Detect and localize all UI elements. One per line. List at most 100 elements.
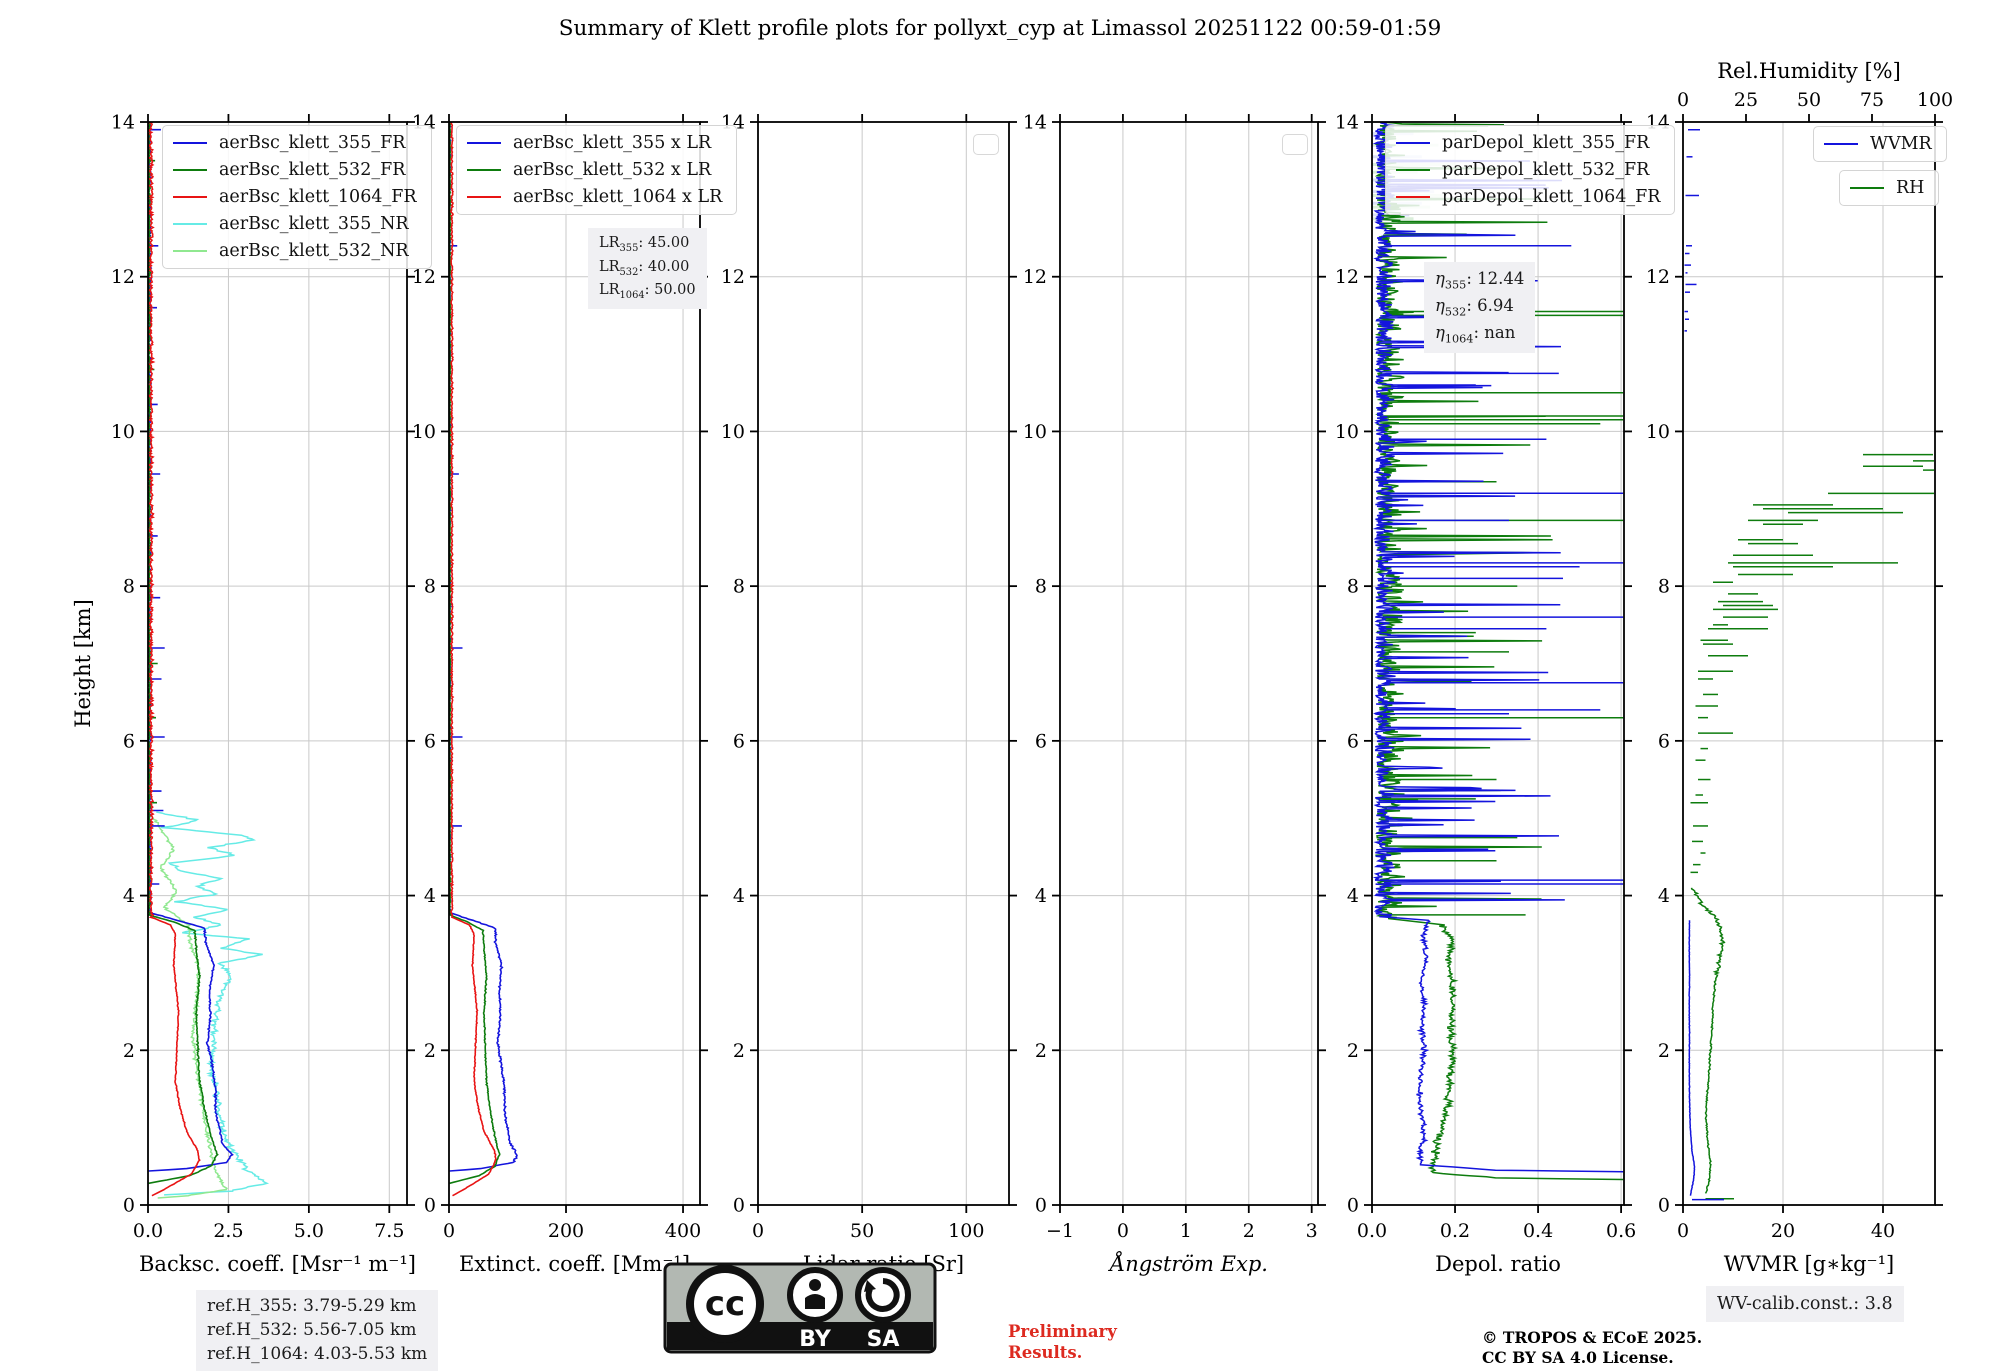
annotation-line: LR532: 40.00 xyxy=(599,258,690,278)
ref-h-532: ref.H_532: 5.56-7.05 km xyxy=(207,1319,417,1340)
svg-text:50: 50 xyxy=(850,1220,874,1242)
svg-text:2: 2 xyxy=(424,1040,436,1062)
svg-text:6: 6 xyxy=(424,730,436,752)
svg-text:12: 12 xyxy=(1646,266,1670,288)
series-group xyxy=(449,122,518,1197)
svg-text:8: 8 xyxy=(1035,576,1047,598)
panel-backscatter: 0.0 2.5 5.0 7.5 0 2 4 6 8 10 12 14 Backsc. coeff. [M… xyxy=(71,112,416,1277)
cc-by-sa-badge: cc BY SA xyxy=(663,1262,937,1358)
svg-text:12: 12 xyxy=(721,266,745,288)
svg-text:20: 20 xyxy=(1771,1220,1795,1242)
share-alike-icon xyxy=(855,1267,911,1323)
svg-text:12: 12 xyxy=(1023,266,1047,288)
svg-text:10: 10 xyxy=(111,421,135,443)
figure-title: Summary of Klett profile plots for polly… xyxy=(558,16,1442,41)
svg-text:5.0: 5.0 xyxy=(294,1220,324,1242)
legend-label: aerBsc_klett_532 x LR xyxy=(513,160,712,180)
legend-line-sample xyxy=(1396,168,1430,172)
annotation-depol-ratio: η355: 12.44 η532: 6.94 η1064: nan xyxy=(1424,262,1536,354)
legend-wvmr-rh: RH xyxy=(1839,170,1940,206)
legend-entry: aerBsc_klett_532 x LR xyxy=(467,160,722,180)
legend-line-sample xyxy=(467,168,501,172)
panel-depol-ratio: 0.0 0.2 0.4 0.6 0 2 4 6 8 10 12 14 Depol. ratio xyxy=(1335,112,1636,1277)
svg-text:50: 50 xyxy=(1797,89,1821,111)
series-WVMR xyxy=(1688,920,1696,1196)
legend-label: aerBsc_klett_355_FR xyxy=(219,133,406,153)
annotation-line: LR355: 45.00 xyxy=(599,235,690,254)
svg-text:6: 6 xyxy=(123,730,135,752)
legend-entry: RH xyxy=(1850,178,1924,198)
series-group xyxy=(148,122,270,1199)
svg-text:0: 0 xyxy=(1035,1195,1047,1217)
svg-text:0: 0 xyxy=(1677,89,1689,111)
legend-line-sample xyxy=(1850,186,1884,190)
wv-calib-annotation: WV-calib.const.: 3.8 xyxy=(1706,1286,1904,1323)
svg-text:6: 6 xyxy=(1658,730,1670,752)
legend-line-sample xyxy=(173,141,207,145)
svg-text:−1: −1 xyxy=(1046,1220,1074,1242)
legend-label: aerBsc_klett_532_FR xyxy=(219,160,406,180)
legend-line-sample xyxy=(467,195,501,199)
svg-text:3: 3 xyxy=(1306,1220,1318,1242)
legend-label: parDepol_klett_532_FR xyxy=(1442,160,1650,180)
svg-text:8: 8 xyxy=(1658,576,1670,598)
legend-label: RH xyxy=(1896,178,1925,198)
cc-icon xyxy=(686,1265,764,1343)
series-aerBsc_klett_355_NR xyxy=(156,811,270,1196)
xlabel-depol-ratio: Depol. ratio xyxy=(1435,1252,1561,1276)
svg-text:8: 8 xyxy=(1347,576,1359,598)
legend-line-sample xyxy=(1396,141,1430,145)
svg-text:2.5: 2.5 xyxy=(213,1220,243,1242)
svg-text:4: 4 xyxy=(1035,885,1047,907)
svg-text:12: 12 xyxy=(1335,266,1359,288)
svg-text:12: 12 xyxy=(111,266,135,288)
svg-text:10: 10 xyxy=(1335,421,1359,443)
copyright-note: © TROPOS & ECoE 2025. CC BY SA 4.0 Licen… xyxy=(1482,1328,1703,1368)
series-aerBsc_klett_532_NR xyxy=(152,817,228,1199)
legend-entry: aerBsc_klett_532_NR xyxy=(173,241,417,261)
svg-text:0: 0 xyxy=(424,1195,436,1217)
legend-label: aerBsc_klett_1064_FR xyxy=(219,187,417,207)
svg-text:2: 2 xyxy=(733,1040,745,1062)
series-aerBsc_klett_532_x_LR xyxy=(449,122,501,1185)
svg-text:25: 25 xyxy=(1734,89,1758,111)
legend-entry: aerBsc_klett_532_FR xyxy=(173,160,417,180)
svg-text:4: 4 xyxy=(1658,885,1670,907)
xlabel-extinction: Extinct. coeff. [Mm⁻¹] xyxy=(459,1252,690,1276)
svg-text:6: 6 xyxy=(733,730,745,752)
legend-entry: parDepol_klett_532_FR xyxy=(1396,160,1660,180)
svg-text:2: 2 xyxy=(1347,1040,1359,1062)
ylabel-height: Height [km] xyxy=(71,599,95,728)
legend-label: aerBsc_klett_532_NR xyxy=(219,241,409,261)
annotation-line: η532: 6.94 xyxy=(1435,296,1514,319)
svg-text:10: 10 xyxy=(412,421,436,443)
svg-text:0: 0 xyxy=(1658,1195,1670,1217)
legend-label: parDepol_klett_1064_FR xyxy=(1442,187,1661,207)
legend-entry: parDepol_klett_355_FR xyxy=(1396,133,1660,153)
annotation-extinction: LR355: 45.00 LR532: 40.00 LR1064: 50.00 xyxy=(588,228,707,310)
svg-text:7.5: 7.5 xyxy=(374,1220,404,1242)
svg-text:8: 8 xyxy=(733,576,745,598)
svg-text:0: 0 xyxy=(752,1220,764,1242)
legend-entry: aerBsc_klett_355 x LR xyxy=(467,133,722,153)
svg-text:400: 400 xyxy=(665,1220,701,1242)
svg-text:100: 100 xyxy=(948,1220,984,1242)
svg-text:4: 4 xyxy=(1347,885,1359,907)
series-parDepol_klett_355_FR xyxy=(1372,122,1624,1173)
ref-h-355: ref.H_355: 3.79-5.29 km xyxy=(207,1296,417,1316)
legend-line-sample xyxy=(173,195,207,199)
legend-label: aerBsc_klett_355 x LR xyxy=(513,133,712,153)
svg-text:14: 14 xyxy=(1335,112,1359,134)
legend-entry: parDepol_klett_1064_FR xyxy=(1396,187,1660,207)
svg-text:0: 0 xyxy=(733,1195,745,1217)
svg-text:1: 1 xyxy=(1180,1220,1192,1242)
cc-sa-label: SA xyxy=(867,1327,900,1352)
svg-text:0: 0 xyxy=(443,1220,455,1242)
series-aerBsc_klett_355_FR xyxy=(148,122,234,1172)
